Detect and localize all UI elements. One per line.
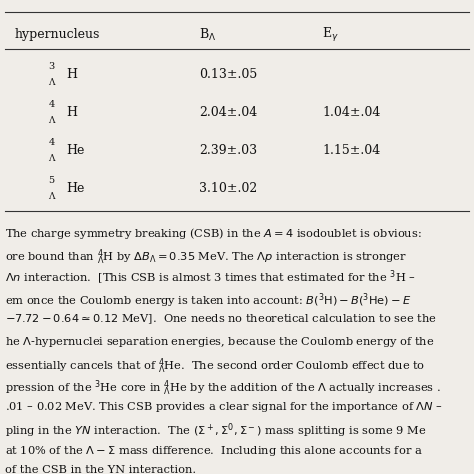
Text: B$_\Lambda$: B$_\Lambda$	[199, 27, 216, 43]
Text: The charge symmetry breaking (CSB) in the $A = 4$ isodoublet is obvious:: The charge symmetry breaking (CSB) in th…	[5, 226, 421, 241]
Text: $\Lambda n$ interaction.  [This CSB is almost 3 times that estimated for the $^3: $\Lambda n$ interaction. [This CSB is al…	[5, 269, 416, 287]
Text: H: H	[66, 68, 77, 82]
Text: He: He	[66, 182, 85, 195]
Text: Λ: Λ	[48, 117, 55, 125]
Text: 0.13±.05: 0.13±.05	[199, 68, 257, 82]
Text: at 10% of the $\Lambda - \Sigma$ mass difference.  Including this alone accounts: at 10% of the $\Lambda - \Sigma$ mass di…	[5, 444, 422, 458]
Text: 1.04±.04: 1.04±.04	[322, 106, 381, 119]
Text: .01 – 0.02 MeV. This CSB provides a clear signal for the importance of $\Lambda : .01 – 0.02 MeV. This CSB provides a clea…	[5, 400, 443, 414]
Text: 4: 4	[48, 138, 55, 147]
Text: 5: 5	[48, 176, 55, 185]
Text: pling in the $YN$ interaction.  The $(\Sigma^+, \Sigma^0, \Sigma^-)$ mass splitt: pling in the $YN$ interaction. The $(\Si…	[5, 422, 426, 440]
Text: $- 7.72 - 0.64 \simeq 0.12$ MeV].  One needs no theoretical calculation to see t: $- 7.72 - 0.64 \simeq 0.12$ MeV]. One ne…	[5, 313, 436, 327]
Text: He: He	[66, 144, 85, 157]
Text: Λ: Λ	[48, 192, 55, 201]
Text: 2.04±.04: 2.04±.04	[199, 106, 257, 119]
Text: he $\Lambda$-hypernuclei separation energies, because the Coulomb energy of the: he $\Lambda$-hypernuclei separation ener…	[5, 335, 434, 349]
Text: essentially cancels that of $^4_\Lambda$He.  The second order Coulomb effect due: essentially cancels that of $^4_\Lambda$…	[5, 356, 425, 376]
Text: Λ: Λ	[48, 79, 55, 87]
Text: of the CSB in the YN interaction.: of the CSB in the YN interaction.	[5, 465, 196, 474]
Text: Λ: Λ	[48, 155, 55, 163]
Text: H: H	[66, 106, 77, 119]
Text: 2.39±.03: 2.39±.03	[199, 144, 257, 157]
Text: 1.15±.04: 1.15±.04	[322, 144, 381, 157]
Text: 3.10±.02: 3.10±.02	[199, 182, 257, 195]
Text: E$_\gamma$: E$_\gamma$	[322, 26, 339, 44]
Text: ore bound than $^4_\Lambda$H by $\Delta B_\Lambda = 0.35$ MeV. The $\Lambda p$ i: ore bound than $^4_\Lambda$H by $\Delta …	[5, 247, 407, 267]
Text: pression of the $^3$He core in $^4_\Lambda$He by the addition of the $\Lambda$ a: pression of the $^3$He core in $^4_\Lamb…	[5, 378, 441, 398]
Text: 4: 4	[48, 100, 55, 109]
Text: hypernucleus: hypernucleus	[14, 28, 100, 41]
Text: em once the Coulomb energy is taken into account: $B(^3\mathrm{H}) - B(^3\mathrm: em once the Coulomb energy is taken into…	[5, 291, 411, 310]
Text: 3: 3	[48, 63, 55, 71]
